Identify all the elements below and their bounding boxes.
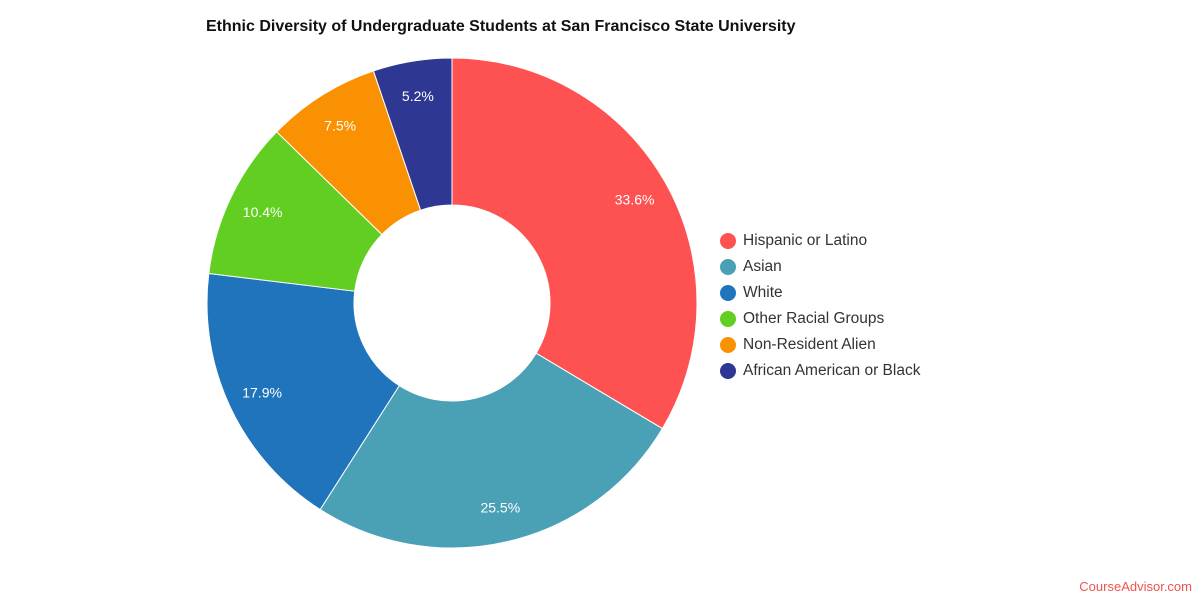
legend-dot-icon — [720, 285, 736, 301]
slice-3[interactable] — [208, 131, 383, 292]
slice-0[interactable] — [451, 57, 698, 430]
legend-item[interactable]: Hispanic or Latino — [720, 228, 920, 254]
data-label: 7.5% — [324, 117, 356, 133]
slice-1[interactable] — [319, 352, 664, 549]
legend-item[interactable]: White — [720, 280, 920, 306]
legend-dot-icon — [720, 363, 736, 379]
legend-item[interactable]: Non-Resident Alien — [720, 332, 920, 358]
legend-item[interactable]: African American or Black — [720, 358, 920, 384]
legend-dot-icon — [720, 311, 736, 327]
slice-5[interactable] — [372, 57, 453, 211]
legend-item[interactable]: Other Racial Groups — [720, 306, 920, 332]
legend-dot-icon — [720, 233, 736, 249]
data-label: 33.6% — [615, 191, 655, 207]
data-label: 17.9% — [242, 385, 282, 401]
data-label: 10.4% — [243, 204, 283, 220]
legend-label: Asian — [743, 258, 782, 275]
legend-label: Other Racial Groups — [743, 310, 885, 327]
legend-label: Non-Resident Alien — [743, 336, 876, 353]
legend-label: Hispanic or Latino — [743, 232, 868, 249]
legend-label: African American or Black — [743, 362, 921, 379]
credit-link[interactable]: CourseAdvisor.com — [1079, 579, 1192, 594]
slice-2[interactable] — [206, 272, 400, 511]
legend-label: White — [743, 284, 783, 301]
data-label: 25.5% — [480, 499, 520, 515]
legend-dot-icon — [720, 337, 736, 353]
legend-item[interactable]: Asian — [720, 254, 920, 280]
legend-dot-icon — [720, 259, 736, 275]
legend: Hispanic or Latino Asian White Other Racial… — [720, 228, 920, 384]
data-label: 5.2% — [402, 88, 434, 104]
chart-title: Ethnic Diversity of Undergraduate Studen… — [206, 18, 796, 35]
